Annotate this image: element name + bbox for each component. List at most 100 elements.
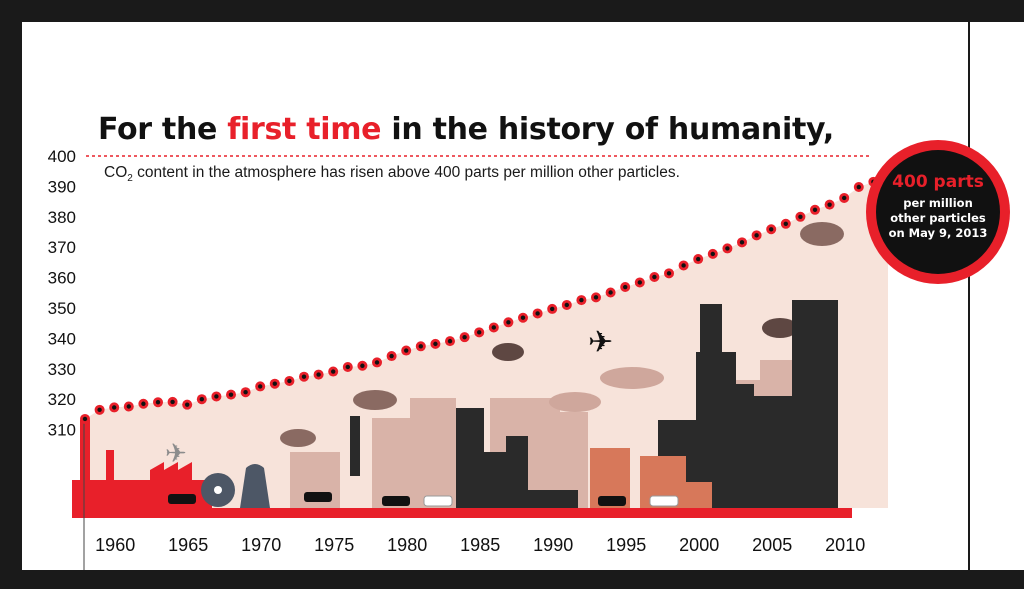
y-tick-label: 310	[48, 421, 76, 440]
data-point	[839, 192, 850, 203]
data-point-core	[404, 348, 409, 353]
headline-suffix: in the history of humanity,	[381, 112, 835, 147]
data-point-core	[666, 271, 672, 276]
data-point-core	[141, 401, 146, 406]
data-point	[167, 396, 178, 407]
data-point	[240, 387, 251, 398]
data-point	[737, 237, 747, 248]
y-axis-ticks: 310 320 330 340 350 360 370 380 390 400	[48, 147, 76, 440]
data-point-core	[447, 338, 453, 344]
data-point-core	[228, 392, 234, 397]
data-point-core	[477, 330, 482, 335]
data-point	[372, 357, 382, 368]
x-tick-label: 1975	[314, 535, 354, 555]
data-point-core	[331, 369, 336, 374]
x-tick-label: 2010	[825, 535, 865, 555]
data-point	[780, 218, 791, 229]
data-point	[299, 371, 309, 382]
subtitle: CO2 content in the atmosphere has risen …	[104, 164, 680, 184]
data-point-core	[243, 390, 248, 395]
data-point-core	[214, 394, 219, 399]
data-point	[255, 381, 266, 392]
data-point-core	[374, 360, 380, 365]
data-point	[547, 303, 558, 314]
data-point-core	[798, 214, 803, 219]
data-point-core	[389, 353, 394, 359]
data-point	[474, 327, 485, 338]
data-point-core	[550, 306, 555, 312]
data-point	[795, 211, 806, 222]
data-point	[576, 295, 587, 306]
data-point	[853, 182, 864, 193]
city-dark	[350, 300, 838, 508]
data-point	[269, 378, 280, 389]
data-point	[123, 401, 134, 412]
data-point-core	[856, 184, 861, 190]
x-tick-label: 1980	[387, 535, 427, 555]
x-axis-ticks: 1960 1965 1970 1975 1980 1985 1990 1995 2000 2005…	[95, 535, 865, 555]
data-point-core	[725, 246, 730, 251]
data-point	[196, 394, 207, 405]
x-tick-label: 1965	[168, 535, 208, 555]
data-point	[226, 389, 236, 400]
data-point	[459, 332, 470, 343]
data-point	[693, 254, 704, 265]
data-point	[109, 402, 120, 413]
data-point-core	[112, 405, 117, 410]
data-point-core	[345, 364, 350, 370]
y-tick-label: 380	[48, 208, 76, 227]
airplane-left-icon: ✈	[165, 439, 187, 468]
data-point-core	[97, 407, 102, 413]
data-point-core	[506, 320, 511, 325]
y-tick-label: 330	[48, 360, 76, 379]
headline-highlight: first time	[227, 112, 382, 147]
data-point-core	[258, 384, 263, 389]
data-point	[503, 317, 514, 328]
subtitle-post: content in the atmosphere has risen abov…	[132, 164, 680, 181]
data-point-core	[827, 202, 832, 207]
data-point	[357, 360, 368, 371]
y-tick-label: 360	[48, 269, 76, 288]
headline-prefix: For the	[98, 112, 228, 147]
data-point	[401, 345, 412, 356]
data-point	[620, 282, 631, 293]
data-point	[649, 271, 660, 282]
data-point-core	[783, 221, 788, 226]
callout-big: 400 parts	[892, 172, 984, 192]
data-point	[605, 287, 616, 298]
nuclear-plant	[201, 464, 270, 508]
ground-strip	[72, 508, 852, 518]
data-point-core	[199, 397, 204, 402]
data-point	[430, 338, 441, 349]
x-tick-label: 1995	[606, 535, 646, 555]
data-point-core	[170, 399, 175, 405]
data-point	[664, 268, 674, 279]
x-tick-label: 1970	[241, 535, 281, 555]
data-point	[342, 361, 353, 372]
data-point-core	[301, 374, 307, 379]
data-point-core	[637, 280, 642, 285]
frame-right-margin	[970, 22, 1024, 570]
data-point-core	[842, 195, 847, 201]
smoke-clouds	[280, 222, 844, 447]
callout-badge: 400 parts per million other particles on…	[866, 140, 1010, 284]
data-point-core	[185, 402, 190, 407]
data-point-core	[593, 295, 599, 300]
data-point	[810, 204, 820, 215]
y-tick-label: 370	[48, 238, 76, 257]
data-point-core	[360, 363, 365, 368]
callout-small: per million other particles on May 9, 20…	[888, 196, 988, 240]
data-point	[766, 224, 777, 235]
x-tick-label: 2000	[679, 535, 719, 555]
data-point-core	[287, 378, 292, 384]
data-point-core	[433, 341, 438, 347]
data-point-core	[608, 290, 613, 295]
data-point	[153, 397, 163, 408]
y-tick-label: 390	[48, 177, 76, 196]
data-point	[94, 404, 105, 415]
data-point-core	[564, 302, 569, 308]
data-point	[722, 243, 733, 254]
data-point-core	[710, 251, 715, 257]
